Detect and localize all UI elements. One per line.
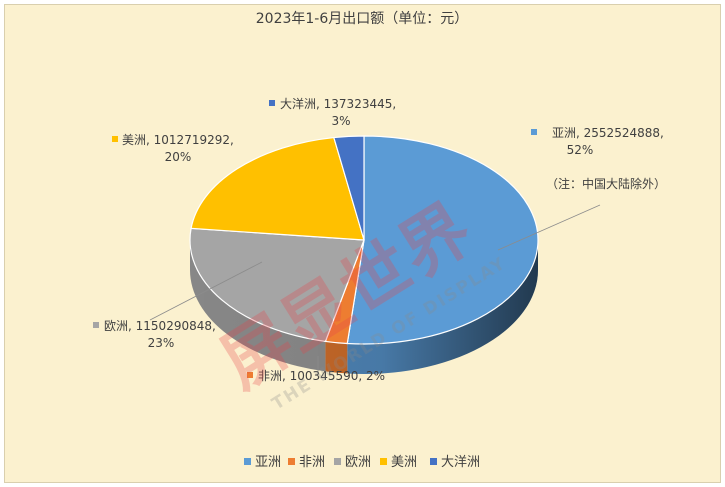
legend-label-america: 美洲 [391,455,417,470]
data-label-oceania-value: 大洋洲, 137323445, [280,96,396,111]
legend: 亚洲 非洲 欧洲 美洲 大洋洲 [244,455,480,470]
pie-slice-oceania [333,135,365,241]
legend-label-europe: 欧洲 [345,455,371,470]
legend-label-oceania: 大洋洲 [441,455,480,470]
data-label-asia-value: 亚洲, 2552524888, [552,126,664,140]
data-label-marker-asia [531,129,537,135]
pie-top-faces [189,135,539,345]
leader-line-europe [149,261,263,321]
data-label-europe-pct: 23% [148,336,175,350]
legend-swatch-europe [334,458,341,465]
data-label-oceania-pct: 3% [331,114,350,128]
pie-slice-europe [189,227,365,343]
legend-swatch-america [380,458,387,465]
annotation-note: （注：中国大陆除外） [546,176,666,191]
data-label-europe-value: 欧洲, 1150290848, [104,319,216,333]
data-label-africa: 非洲, 100345590, 2% [247,369,385,383]
data-label-marker-oceania [269,100,275,106]
data-label-marker-africa [247,372,253,378]
data-label-asia: 亚洲, 2552524888, 52% （注：中国大陆除外） [531,126,666,191]
leader-line-asia [497,204,601,251]
pie-slice-asia [346,135,539,345]
data-label-oceania: 大洋洲, 137323445, 3% [269,96,396,128]
data-label-africa-value: 非洲, 100345590, 2% [258,369,385,383]
legend-label-africa: 非洲 [299,455,325,470]
data-label-marker-europe [93,322,99,328]
data-label-marker-america [112,136,118,142]
data-label-europe: 欧洲, 1150290848, 23% [93,319,216,350]
legend-swatch-oceania [430,458,437,465]
chart-title: 2023年1-6月出口额（单位：元） [256,11,469,27]
pie-slice-america [190,136,365,241]
legend-swatch-asia [244,458,251,465]
data-label-america-value: 美洲, 1012719292, [122,133,234,147]
data-label-asia-pct: 52% [567,143,594,157]
legend-swatch-africa [288,458,295,465]
leader-lines [149,204,601,372]
legend-label-asia: 亚洲 [255,455,281,470]
pie-side-shading [190,240,538,374]
data-label-america: 美洲, 1012719292, 20% [112,133,234,164]
data-label-america-pct: 20% [165,150,192,164]
